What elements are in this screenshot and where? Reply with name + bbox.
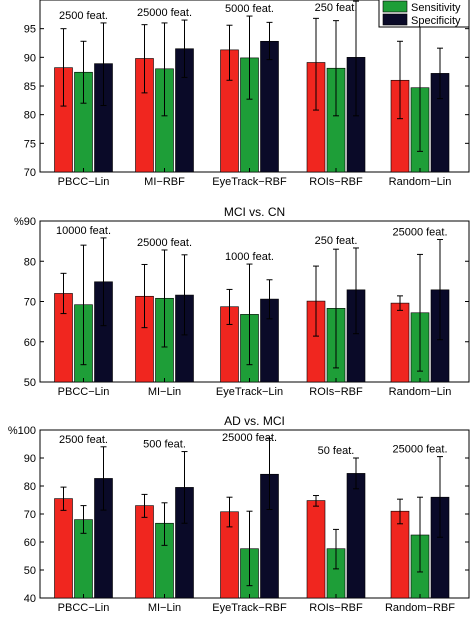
feature-count-annotation: 10000 feat. (56, 225, 111, 237)
x-tick-label: PBCC−Lin (58, 602, 110, 614)
x-tick-label: EyeTrack−RBF (212, 176, 287, 188)
chart-title: AD vs. MCI (224, 414, 285, 428)
y-tick-label: 70 (24, 509, 36, 521)
feature-count-annotation: 25000 feat. (222, 432, 277, 444)
x-tick-label: PBCC−Lin (58, 176, 110, 188)
y-tick-label: 80 (24, 110, 36, 122)
x-tick-label: EyeTrack−RBF (212, 602, 287, 614)
y-tick-label: 90 (24, 52, 36, 64)
bar-first (306, 500, 326, 599)
y-tick-label: %90 (14, 216, 36, 228)
feature-count-annotation: 2500 feat. (59, 434, 108, 446)
legend-swatch (382, 13, 408, 26)
feature-count-annotation: 25000 feat. (137, 7, 192, 19)
feature-count-annotation: 1000 feat. (225, 251, 274, 263)
feature-count-annotation: 25000 feat. (137, 237, 192, 249)
legend-label: Sensitivity (411, 2, 461, 14)
y-tick-label: 85 (24, 81, 36, 93)
y-tick-label: 90 (24, 453, 36, 465)
bar-first (54, 498, 73, 599)
y-tick-label: 60 (24, 337, 36, 349)
x-tick-label: MI−RBF (144, 176, 185, 188)
feature-count-annotation: 250 feat. (315, 235, 358, 247)
x-tick-label: PBCC−Lin (58, 386, 110, 398)
x-tick-label: Random−Lin (389, 386, 452, 398)
x-tick-label: ROIs−RBF (309, 386, 363, 398)
bar-first (390, 302, 410, 383)
bar-specificity (346, 473, 366, 599)
x-tick-label: MI−Lin (148, 386, 181, 398)
y-tick-label: 75 (24, 138, 36, 150)
legend-label: Specificity (411, 15, 461, 27)
feature-count-annotation: 5000 feat. (225, 3, 274, 15)
x-tick-label: ROIs−RBF (309, 176, 363, 188)
x-tick-label: Random−Lin (389, 176, 452, 188)
x-tick-label: MI−Lin (148, 602, 181, 614)
y-tick-label: 40 (24, 593, 36, 605)
chart-panel-3: 40 50 60 70 80 90 %100 AD vs. MCI PBCC−Lin 2500 f… (8, 414, 470, 614)
bar-first (135, 505, 154, 599)
y-tick-label: %100 (8, 425, 36, 437)
y-tick-label: 95 (24, 24, 36, 36)
y-tick-label: 70 (24, 167, 36, 179)
x-tick-label: EyeTrack−Lin (216, 386, 283, 398)
y-tick-label: 80 (24, 256, 36, 268)
bar-specificity (260, 40, 279, 173)
y-tick-label: 70 (24, 297, 36, 309)
chart-panel-2: 50 60 70 80 %90 MCI vs. CN PBCC−Lin 10000 feat.… (14, 205, 470, 398)
feature-count-annotation: 50 feat. (318, 445, 355, 457)
feature-count-annotation: 25000 feat. (392, 444, 447, 456)
feature-count-annotation: 500 feat. (143, 439, 186, 451)
feature-count-annotation: 25000 feat. (392, 227, 447, 239)
feature-count-annotation: 250 feat. (315, 2, 358, 14)
y-tick-label: 50 (24, 565, 36, 577)
chart-panel-1: 70 75 80 85 90 95 PBCC−Lin 2500 feat. MI−RBF 2500… (24, 0, 470, 188)
x-tick-label: Random−RBF (385, 602, 455, 614)
legend-swatch (382, 0, 408, 13)
x-tick-label: ROIs−RBF (309, 602, 363, 614)
chart-title: MCI vs. CN (224, 205, 285, 219)
y-tick-label: 80 (24, 481, 36, 493)
y-tick-label: 50 (24, 377, 36, 389)
feature-count-annotation: 2500 feat. (59, 10, 108, 22)
y-tick-label: 60 (24, 537, 36, 549)
